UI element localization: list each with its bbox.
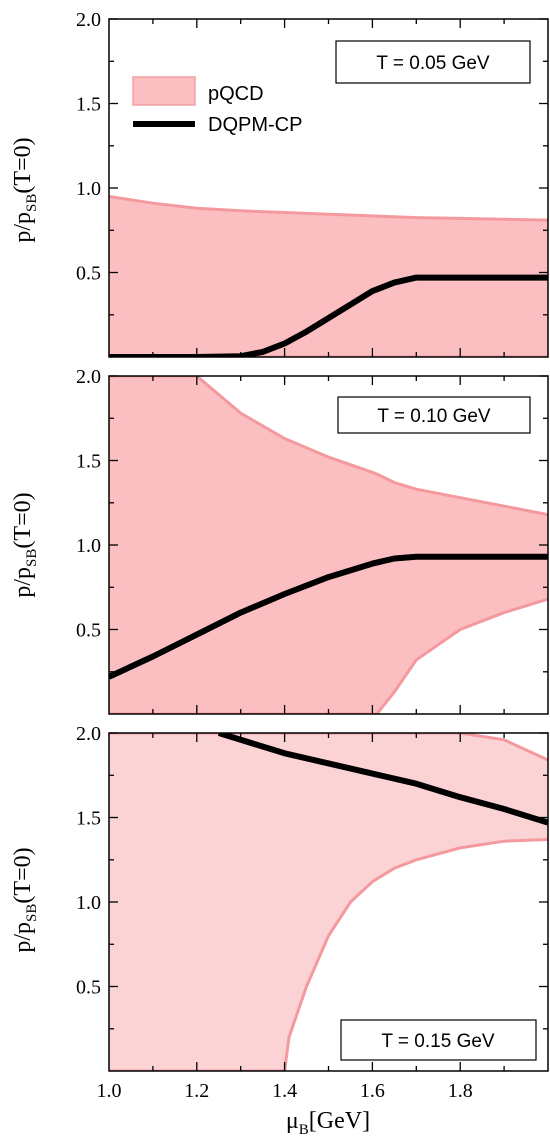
y-tick-label: 1.0 [76, 892, 101, 914]
panel-1: T = 0.05 GeV pQCD DQPM-CP 0.5 1.0 1.5 2.0 p… [10, 9, 549, 358]
pqcd-band [109, 196, 548, 357]
y-tick-label: 2.0 [76, 9, 101, 31]
annotation-box [337, 396, 531, 434]
panel-3: T = 0.15 GeV 0.5 1.0 1.5 2.0 1.0 1.2 1.4 1.6 1.8… [10, 723, 549, 1138]
y-tick-label: 0.5 [76, 263, 101, 285]
pqcd-band-upper-edge [109, 195, 548, 222]
annotation-label: T = 0.05 GeV [376, 53, 490, 74]
y-axis-label: p/pSB(T=0) [10, 492, 40, 597]
y-tick-label: 1.0 [76, 178, 101, 200]
pqcd-band-lower-edge [109, 597, 548, 714]
y-tick-label: 1.5 [76, 94, 101, 116]
legend: pQCD DQPM-CP [132, 76, 302, 136]
panel-2: T = 0.10 GeV 0.5 1.0 1.5 2.0 p/pSB(T=0) [10, 366, 549, 715]
legend-band-label: pQCD [208, 83, 264, 105]
dqpm-cp-line [109, 553, 548, 680]
annotation-label: T = 0.10 GeV [377, 406, 491, 427]
x-tick-label: 1.8 [448, 1080, 473, 1102]
annotation-box [340, 1019, 537, 1061]
legend-line-label: DQPM-CP [208, 114, 302, 136]
pqcd-band-upper-edge [109, 376, 548, 517]
x-tick-label: 1.6 [360, 1080, 385, 1102]
x-tick-label: 1.2 [184, 1080, 209, 1102]
y-tick-label: 1.5 [76, 808, 101, 830]
annotation-label: T = 0.15 GeV [381, 1031, 495, 1052]
legend-band-swatch [132, 76, 196, 106]
y-axis-label: p/pSB(T=0) [10, 847, 40, 952]
y-axis-label: p/pSB(T=0) [10, 137, 40, 242]
plot-area [109, 376, 548, 714]
y-tick-label: 0.5 [76, 620, 101, 642]
plot-area [109, 195, 548, 357]
dqpm-cp-line [217, 733, 548, 826]
annotation-box [335, 40, 531, 84]
y-tick-label: 1.5 [76, 451, 101, 473]
plot-area [109, 733, 548, 1071]
y-tick-label: 2.0 [76, 366, 101, 388]
x-tick-label: 1.0 [97, 1080, 122, 1102]
pqcd-band [109, 376, 548, 714]
y-tick-label: 2.0 [76, 723, 101, 745]
pqcd-band [109, 733, 548, 1071]
x-axis-label: μB[GeV] [286, 1108, 370, 1138]
pqcd-band-lower-edge [109, 838, 548, 1071]
y-tick-label: 1.0 [76, 535, 101, 557]
y-tick-label: 0.5 [76, 977, 101, 999]
x-tick-label: 1.4 [272, 1080, 297, 1102]
